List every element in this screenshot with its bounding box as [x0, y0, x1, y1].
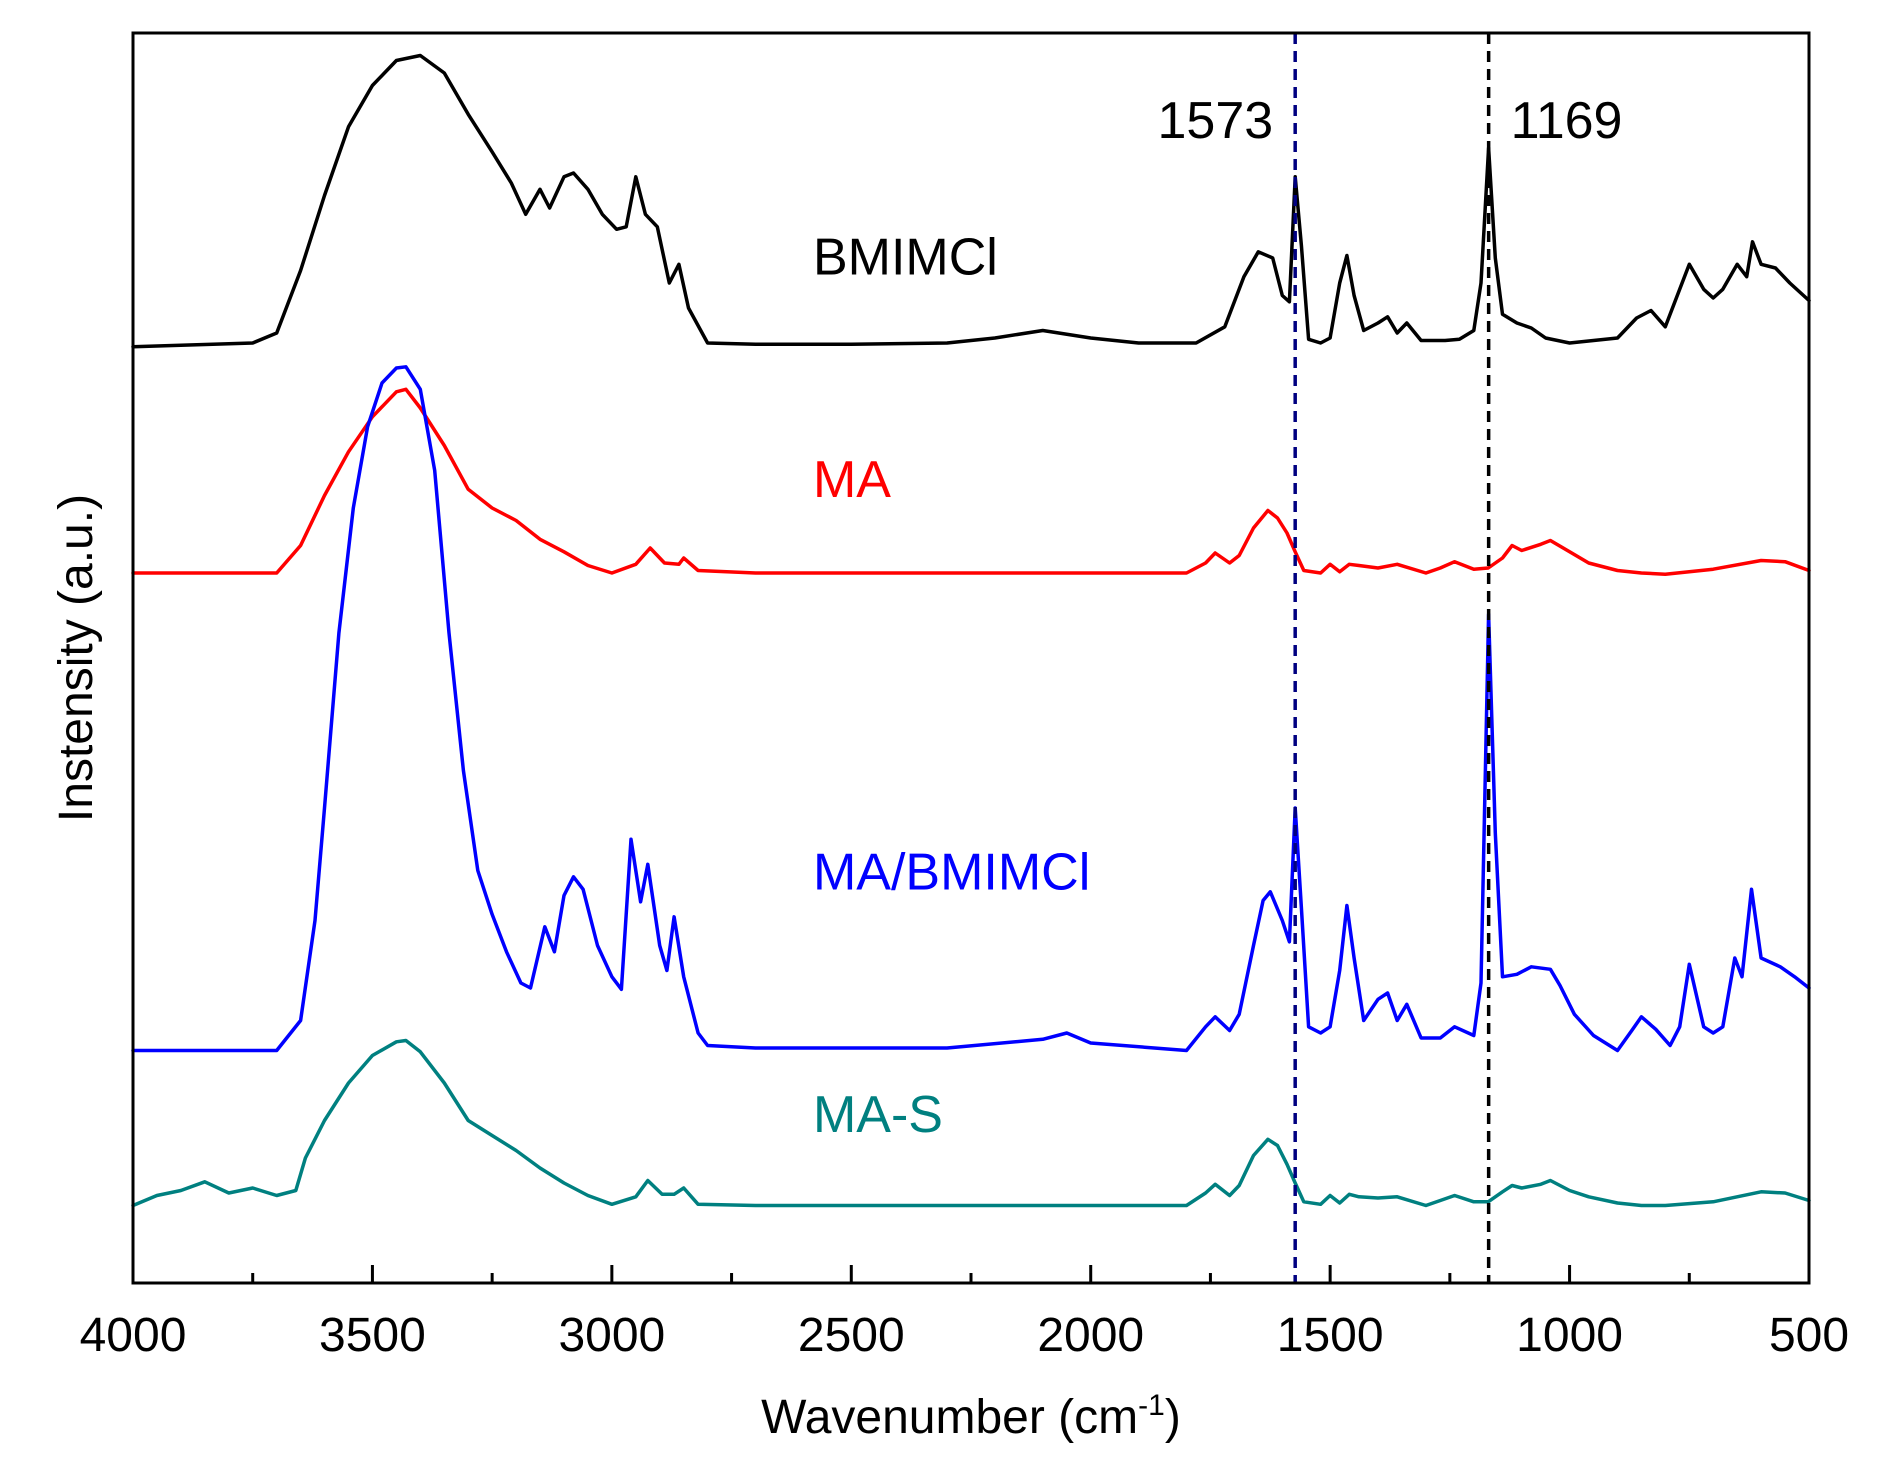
series-label-ma-bmimcl: MA/BMIMCl: [813, 843, 1090, 901]
x-tick-label: 1500: [1277, 1309, 1384, 1362]
x-tick-label: 1000: [1516, 1309, 1623, 1362]
series-line-ma: [131, 387, 1811, 576]
series-line-ma-bmimcl: [131, 365, 1811, 1053]
x-axis-ticks: 4000 3500 3000 2500 2000 1500 1000 500: [80, 1265, 1849, 1362]
series-line-bmimcl: [131, 53, 1811, 349]
reference-label-1169: 1169: [1511, 92, 1623, 150]
series-layer: [131, 53, 1811, 1208]
x-tick-label: 500: [1769, 1309, 1849, 1362]
series-line-ma-s: [131, 1038, 1811, 1208]
x-tick-label: 2000: [1037, 1309, 1144, 1362]
series-label-ma-s: MA-S: [813, 1086, 943, 1144]
series-labels: BMIMCl MA MA/BMIMCl MA-S 1573 1169: [813, 92, 1622, 1144]
y-axis-label: Instensity (a.u.): [50, 494, 103, 822]
reference-label-1573: 1573: [1157, 92, 1273, 150]
reference-lines: [1293, 33, 1491, 1283]
x-tick-label: 3500: [319, 1309, 426, 1362]
x-tick-label: 3000: [558, 1309, 665, 1362]
series-label-bmimcl: BMIMCl: [813, 228, 998, 286]
x-tick-label: 4000: [80, 1309, 187, 1362]
x-tick-label: 2500: [798, 1309, 905, 1362]
series-label-ma: MA: [813, 451, 891, 509]
x-axis-label: Wavenumber (cm-1): [761, 1389, 1181, 1444]
